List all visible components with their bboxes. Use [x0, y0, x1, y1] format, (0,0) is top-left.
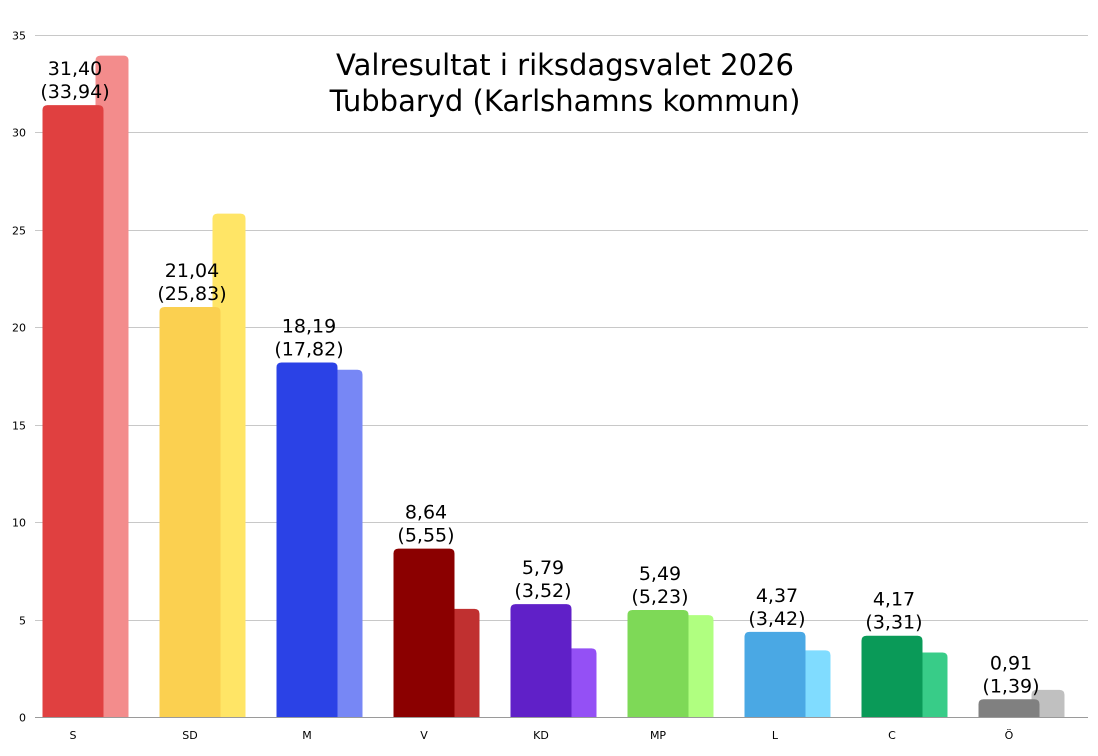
bar-previous-S	[95, 55, 129, 718]
data-label-current: 4,37	[756, 585, 798, 607]
chart-title-line-1: Valresultat i riksdagsvalet 2026	[336, 48, 794, 82]
data-label-current: 31,40	[48, 58, 102, 80]
y-tick-label: 30	[12, 127, 26, 140]
x-category-label: Ö	[1005, 729, 1014, 742]
bar-current-L	[744, 631, 806, 717]
chart-title-line-2: Tubbaryd (Karlshamns kommun)	[329, 84, 801, 118]
x-category-label: M	[302, 729, 312, 742]
data-label-previous: (5,55)	[397, 525, 454, 547]
bar-previous-KD	[563, 648, 597, 717]
data-label-current: 0,91	[990, 652, 1032, 674]
y-tick-label: 5	[19, 615, 26, 628]
x-category-label: S	[70, 729, 77, 742]
bar-previous-M	[329, 369, 363, 717]
data-label-current: 5,49	[639, 563, 681, 585]
x-category-label: V	[420, 729, 428, 742]
bar-previous-L	[797, 650, 831, 717]
data-label-previous: (3,31)	[865, 612, 922, 634]
bar-current-KD	[510, 604, 572, 717]
data-label-previous: (5,23)	[631, 586, 688, 608]
bar-current-C	[861, 635, 923, 717]
y-tick-label: 25	[12, 225, 26, 238]
bar-current-Ö	[978, 699, 1040, 717]
bar-current-SD	[159, 307, 221, 717]
y-tick-label: 0	[19, 712, 26, 725]
x-category-label: L	[772, 729, 779, 742]
y-tick-label: 35	[12, 30, 26, 43]
data-labels: 31,40(33,94) 21,04(25,83) 18,19(17,82) 8,64…	[40, 58, 1039, 697]
y-axis-ticks: 0 5 10 15 20 25 30 35	[12, 30, 26, 725]
bar-previous-V	[446, 608, 480, 717]
data-label-current: 4,17	[873, 589, 915, 611]
data-label-previous: (33,94)	[40, 81, 109, 103]
bar-previous-SD	[212, 213, 246, 717]
x-category-label: KD	[533, 729, 549, 742]
bar-current-MP	[627, 610, 689, 717]
data-label-current: 5,79	[522, 557, 564, 579]
y-tick-label: 10	[12, 517, 26, 530]
x-category-label: MP	[650, 729, 666, 742]
data-label-previous: (25,83)	[157, 283, 226, 305]
bars	[42, 55, 1065, 718]
bar-current-V	[393, 548, 455, 717]
data-label-previous: (17,82)	[274, 339, 343, 361]
data-label-previous: (1,39)	[982, 675, 1039, 697]
data-label-current: 18,19	[282, 316, 336, 338]
data-label-previous: (3,42)	[748, 608, 805, 630]
x-category-label: SD	[182, 729, 197, 742]
bar-current-M	[276, 362, 338, 717]
bar-previous-C	[914, 652, 948, 717]
y-tick-label: 20	[12, 322, 26, 335]
y-tick-label: 15	[12, 420, 26, 433]
data-label-previous: (3,52)	[514, 580, 571, 602]
data-label-current: 8,64	[405, 502, 447, 524]
bar-previous-MP	[680, 615, 714, 717]
data-label-current: 21,04	[165, 260, 219, 282]
bar-current-S	[42, 105, 104, 718]
x-category-label: C	[888, 729, 896, 742]
bar-previous-Ö	[1031, 689, 1065, 717]
x-axis-categories: S SD M V KD MP L C Ö	[70, 729, 1014, 742]
